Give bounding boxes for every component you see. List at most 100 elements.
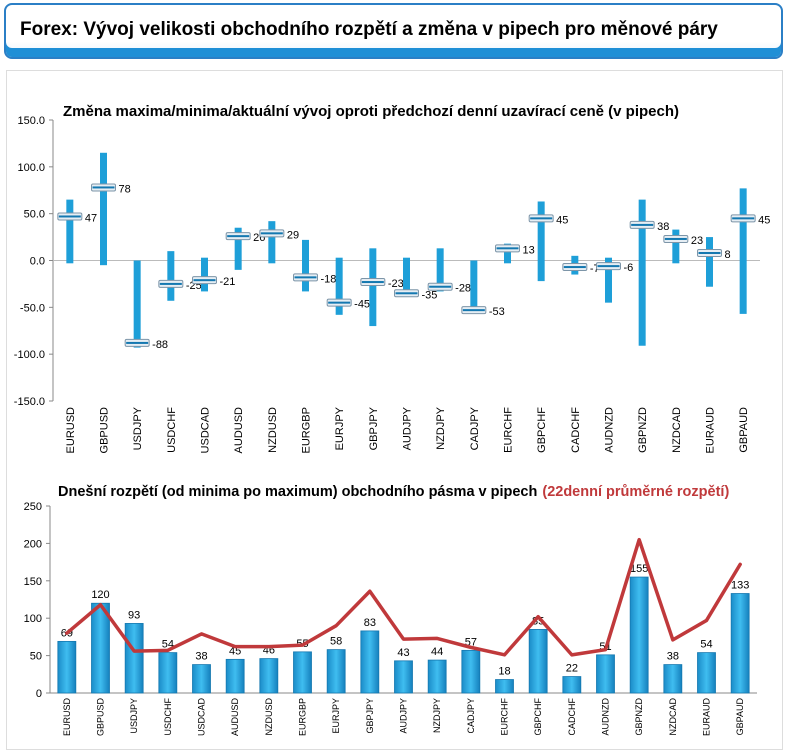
range-bar (672, 229, 680, 264)
current-marker-core (58, 215, 81, 218)
range-bar (360, 630, 380, 694)
x-tick-label: GBPJPY (365, 698, 375, 734)
range-bar (562, 676, 582, 694)
y-tick-label: 250 (24, 501, 42, 513)
x-tick-label: USDJPY (132, 406, 144, 450)
range-bar (335, 257, 343, 315)
bar-value-label: 38 (667, 651, 679, 663)
current-value-label: -6 (624, 262, 634, 274)
current-value-label: 78 (119, 183, 131, 195)
range-bar (739, 188, 747, 314)
y-tick-label: 100 (24, 613, 42, 625)
range-bar (537, 201, 545, 282)
current-marker-core (361, 281, 384, 284)
x-tick-label: GBPUSD (96, 698, 106, 737)
current-marker-core (664, 237, 687, 240)
current-marker-core (563, 266, 586, 269)
x-tick-label: GBPNZD (634, 698, 644, 736)
x-tick-label: NZDUSD (264, 698, 274, 736)
x-tick-label: CADJPY (466, 698, 476, 734)
current-marker-core (496, 247, 519, 250)
current-value-label: 45 (556, 214, 568, 226)
x-tick-label: USDCHF (163, 697, 173, 735)
range-chart-title: Dnešní rozpětí (od minima po maximum) ob… (58, 484, 729, 500)
current-marker-core (631, 223, 654, 226)
range-bar (394, 660, 413, 694)
x-tick-label: EURGBP (301, 407, 313, 453)
x-tick-label: EURAUD (702, 698, 712, 737)
y-tick-label: 200 (24, 538, 42, 550)
current-marker-core (597, 265, 620, 268)
range-bar (403, 257, 410, 297)
bar-value-label: 44 (431, 646, 443, 658)
x-tick-label: GBPAUD (735, 698, 745, 736)
range-bar (91, 602, 110, 694)
page-header: Forex: Vývoj velikosti obchodního rozpět… (4, 3, 783, 59)
x-tick-label: GBPNZD (637, 407, 649, 453)
y-tick-label: 50.0 (24, 209, 45, 221)
x-tick-label: USDCHF (166, 407, 178, 453)
x-tick-label: NZDJPY (435, 406, 447, 449)
current-marker-core (294, 276, 317, 279)
y-tick-label: 100.0 (17, 162, 45, 174)
y-tick-label: 0 (36, 688, 42, 700)
x-tick-label: USDJPY (129, 698, 139, 734)
bar-value-label: 93 (128, 609, 140, 621)
current-marker-core (227, 235, 250, 238)
current-value-label: -35 (422, 289, 438, 301)
range-bar (436, 248, 444, 292)
current-marker-core (732, 217, 755, 220)
range-bar (158, 652, 178, 694)
range-bar (369, 248, 377, 327)
range-bar (100, 152, 107, 266)
range-bar (326, 649, 346, 694)
page-title: Forex: Vývoj velikosti obchodního rozpět… (20, 19, 718, 40)
range-bar (57, 640, 77, 694)
range-bar (167, 251, 175, 301)
bar-value-label: 22 (566, 663, 578, 675)
range-bar (663, 664, 683, 694)
bar-value-label: 58 (330, 636, 342, 648)
average-range-line (65, 537, 742, 657)
current-value-label: -53 (489, 306, 505, 318)
current-marker-core (328, 301, 351, 304)
range-chart: Dnešní rozpětí (od minima po maximum) ob… (24, 484, 757, 737)
x-tick-label: CADCHF (570, 407, 582, 453)
x-tick-label: NZDJPY (432, 698, 442, 733)
current-value-label: 47 (85, 212, 97, 224)
current-marker-core (126, 341, 149, 344)
current-value-label: -18 (321, 273, 337, 285)
current-marker-core (395, 292, 418, 295)
current-marker-core (698, 252, 721, 255)
bar-value-label: 83 (364, 617, 376, 629)
x-tick-label: EURJPY (331, 698, 341, 734)
range-bar (495, 679, 514, 694)
x-tick-label: NZDUSD (267, 407, 279, 453)
x-tick-label: NZDCAD (668, 698, 678, 736)
current-marker-core (92, 186, 115, 189)
x-tick-label: EURUSD (65, 407, 77, 454)
current-marker-core (260, 232, 283, 235)
range-bar (225, 658, 245, 694)
current-value-label: 38 (657, 221, 669, 233)
range-bar (293, 651, 312, 694)
current-marker-core (530, 217, 553, 220)
x-tick-label: GBPJPY (368, 406, 380, 450)
x-tick-label: NZDCAD (671, 407, 683, 453)
range-bar (461, 649, 481, 694)
range-bar (192, 664, 211, 694)
current-value-label: -21 (220, 276, 236, 288)
x-tick-label: EURCHF (500, 697, 510, 735)
x-tick-label: AUDUSD (233, 407, 245, 454)
y-tick-label: 150 (24, 576, 42, 588)
range-bar (124, 623, 144, 694)
current-value-label: 23 (691, 235, 703, 247)
x-tick-label: EURUSD (62, 698, 72, 737)
change-chart-title: Změna maxima/minima/aktuální vývoj oprot… (63, 103, 679, 120)
bar-value-label: 120 (91, 589, 109, 601)
range-bar (638, 199, 646, 346)
x-tick-label: AUDJPY (402, 406, 414, 450)
current-value-label: -7 (590, 263, 600, 275)
x-tick-label: GBPCHF (536, 407, 548, 453)
x-tick-label: USDCAD (197, 698, 207, 737)
